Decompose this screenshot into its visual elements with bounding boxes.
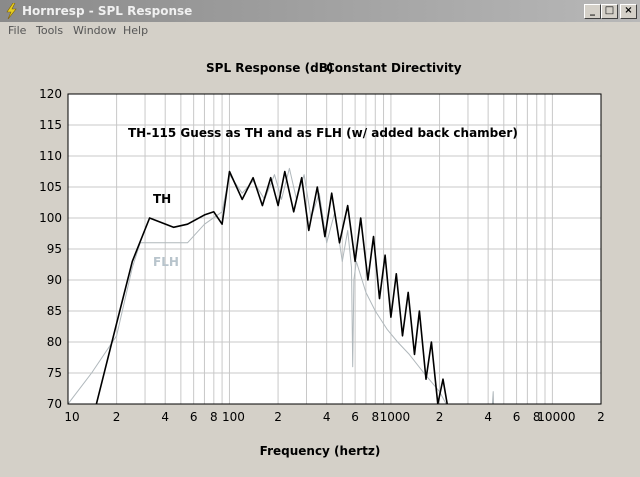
x-tick-label: 1000	[380, 410, 411, 424]
x-tick-label: 2	[113, 410, 121, 424]
chart-title: SPL Response (dB)	[206, 61, 333, 75]
plot-border	[67, 93, 602, 405]
y-tick-label: 110	[39, 149, 62, 163]
x-tick-label: 2	[274, 410, 282, 424]
annotation: FLH	[153, 255, 179, 269]
x-tick-label: 10000	[537, 410, 575, 424]
x-tick-label: 6	[351, 410, 359, 424]
series-line	[95, 170, 449, 404]
x-tick-label: 2	[436, 410, 444, 424]
x-tick-label: 6	[190, 410, 198, 424]
x-tick-label: 8	[371, 410, 379, 424]
y-tick-label: 95	[47, 242, 62, 256]
x-tick-label: 10	[64, 410, 79, 424]
window-title: Hornresp - SPL Response	[22, 4, 193, 18]
title-bar: Hornresp - SPL Response _ □ ×	[0, 0, 640, 22]
menu-bar: File Tools Window Help	[0, 22, 640, 40]
y-tick-label: 70	[47, 397, 62, 411]
x-tick-label: 8	[210, 410, 218, 424]
x-tick-label: 8	[533, 410, 541, 424]
y-tick-label: 85	[47, 304, 62, 318]
y-tick-label: 120	[39, 87, 62, 101]
chart-subtitle: Constant Directivity	[326, 61, 462, 75]
y-tick-label: 100	[39, 211, 62, 225]
y-tick-label: 105	[39, 180, 62, 194]
series-line	[68, 167, 495, 404]
y-tick-label: 90	[47, 273, 62, 287]
x-tick-label: 2	[597, 410, 605, 424]
menu-item[interactable]: Help	[123, 24, 149, 37]
x-tick-label: 100	[222, 410, 245, 424]
y-tick-label: 80	[47, 335, 62, 349]
menu-item[interactable]: Tools	[36, 24, 64, 37]
annotation: TH-115 Guess as TH and as FLH (w/ added …	[128, 126, 518, 140]
maximize-button[interactable]: □	[601, 4, 618, 19]
minimize-button[interactable]: _	[584, 4, 601, 19]
close-button[interactable]: ×	[620, 4, 637, 19]
y-tick-label: 75	[47, 366, 62, 380]
x-axis-label: Frequency (hertz)	[260, 444, 381, 458]
x-tick-label: 6	[513, 410, 521, 424]
menu-item[interactable]: Window	[73, 24, 117, 37]
chart: SPL Response (dB) Constant Directivity F…	[39, 61, 605, 458]
app-icon	[6, 3, 17, 19]
y-tick-label: 115	[39, 118, 62, 132]
menu-item[interactable]: File	[8, 24, 27, 37]
x-tick-label: 4	[323, 410, 331, 424]
annotation: TH	[153, 192, 171, 206]
x-tick-label: 4	[484, 410, 492, 424]
x-tick-label: 4	[161, 410, 169, 424]
